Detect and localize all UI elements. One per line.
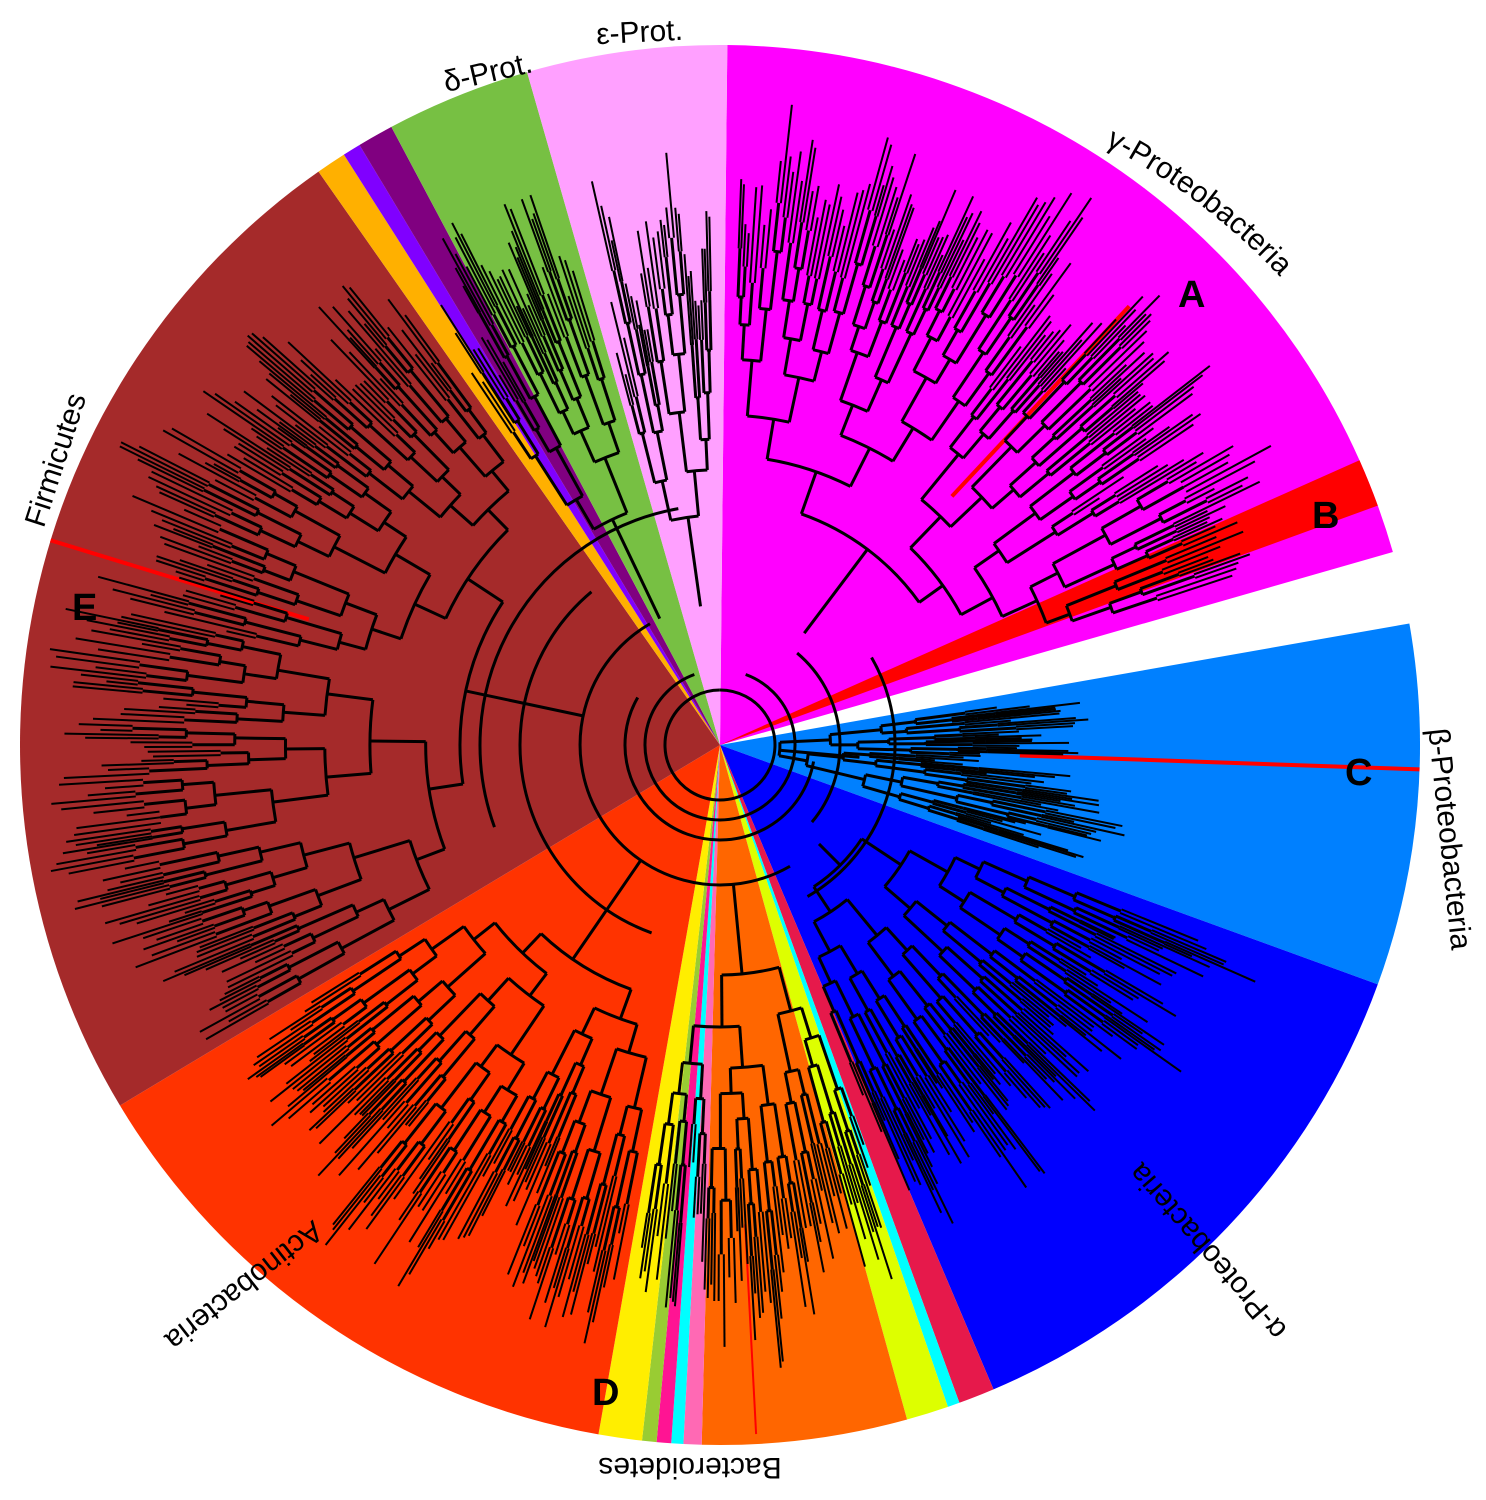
tree-tips (49, 104, 1272, 1368)
sector-cyan-r (720, 745, 960, 1407)
marker-c: C (1345, 752, 1372, 794)
label-epsilon-proteobacteria: ε-Prot. (595, 14, 683, 51)
sector-yellow (598, 745, 720, 1441)
highlight-line-c (1019, 753, 1420, 772)
sector-amber (318, 154, 720, 746)
sector-actinobacteria (119, 745, 720, 1435)
sector-cyan (671, 745, 720, 1445)
sector-beta (720, 623, 1420, 985)
label-beta-proteobacteria: β-Proteobacteria (1421, 727, 1477, 952)
marker-d: D (592, 1372, 619, 1414)
marker-b: B (1312, 495, 1339, 537)
label-bacteroidetes: Bacteroidetes (598, 1451, 781, 1484)
marker-a: A (1178, 274, 1205, 316)
sector-alpha (720, 745, 1378, 1390)
sector-b (720, 460, 1378, 745)
tree-branches (132, 202, 1208, 1270)
marker-e: E (72, 587, 97, 629)
sector-gamma (720, 45, 1393, 745)
